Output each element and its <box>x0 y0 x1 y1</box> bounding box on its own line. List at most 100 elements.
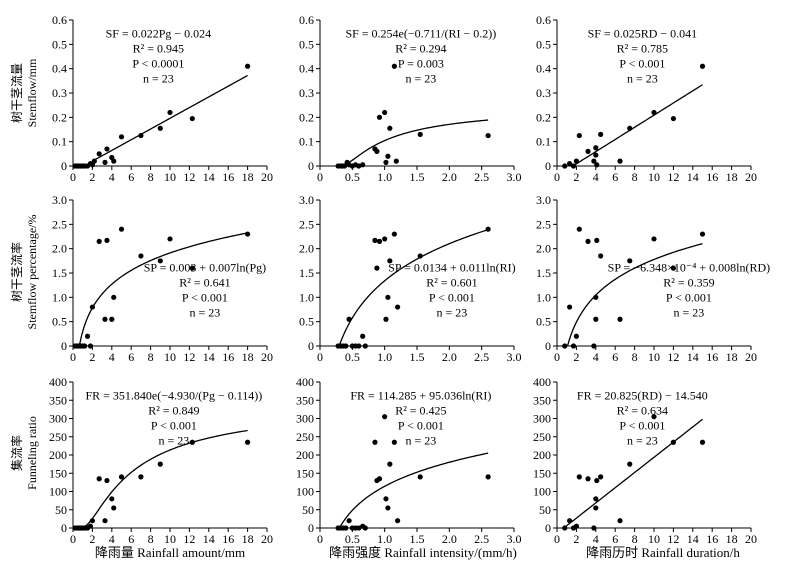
chart-0-0-point <box>157 125 163 131</box>
chart-2-1-point <box>362 525 368 531</box>
chart-1-2-x-tick-label: 16 <box>706 350 718 364</box>
chart-0-2-point <box>576 132 582 139</box>
chart-0-2-y-tick-label: 0.5 <box>536 37 551 51</box>
row-ylabel-1-en: Stemflow percentage/% <box>25 215 39 330</box>
chart-0-2-annotation-r2: R² = 0.785 <box>617 42 668 56</box>
chart-2-0-y-tick-label: 350 <box>49 393 67 407</box>
chart-1-2-point <box>591 343 597 349</box>
chart-0-0-x-tick-label: 6 <box>128 170 134 184</box>
chart-0-0-y-tick-label: 0 <box>61 159 67 173</box>
row-ylabel-2-en: Funneling ratio <box>25 416 39 490</box>
chart-0-1-fit-line <box>343 119 489 166</box>
chart-0-1-point <box>382 109 388 116</box>
chart-0-2-x-tick-label: 6 <box>612 170 618 184</box>
chart-0-2-x-tick-label: 14 <box>687 170 699 184</box>
chart-1-2-point <box>570 343 577 349</box>
chart-2-1-point <box>385 505 391 511</box>
chart-1-2-y-tick-label: 1.0 <box>536 290 551 304</box>
chart-2-0-annotation-n: n = 23 <box>158 434 189 448</box>
chart-2-2-y-tick-label: 0 <box>545 521 551 535</box>
chart-0-0-annotation-r2: R² = 0.945 <box>133 42 184 56</box>
chart-0-0-x-tick-label: 18 <box>242 170 254 184</box>
chart-0-1-annotation-p: P = 0.003 <box>398 57 444 71</box>
chart-1-0-point <box>118 226 125 232</box>
chart-1-2-point <box>562 343 568 349</box>
chart-0-0-point <box>111 158 117 164</box>
chart-2-2-point <box>591 525 597 531</box>
chart-0-0-point <box>245 63 251 69</box>
chart-2-1-point <box>376 476 383 482</box>
chart-2-2-annotation-equation: FR = 20.825(RD) − 14.540 <box>577 389 708 403</box>
chart-1-1-point <box>391 231 397 237</box>
chart-0-0-fit-line <box>92 74 248 162</box>
chart-1-2-x-tick-label: 14 <box>687 350 699 364</box>
chart-1-0-point <box>87 343 94 349</box>
chart-2-0-x-tick-label: 18 <box>242 532 254 546</box>
chart-0-0-point <box>96 151 102 157</box>
chart-1-0-point <box>96 238 102 244</box>
chart-1-2-x-tick-label: 0 <box>554 350 560 364</box>
chart-2-1-point <box>387 461 393 467</box>
chart-2-2-y-tick-label: 300 <box>533 412 551 426</box>
chart-2-0-x-tick-label: 14 <box>203 532 215 546</box>
chart-2-2: 0 2 4 6 8 10 12 14 16 18 2005010015020025030035040… <box>533 375 757 546</box>
chart-0-1-point <box>385 153 391 159</box>
chart-2-1-point <box>383 496 389 502</box>
chart-2-1-annotation-equation: FR = 114.285 + 95.036ln(RI) <box>350 389 491 403</box>
chart-2-2-annotation-r2: R² = 0.634 <box>617 404 668 418</box>
chart-0-2-y-tick-label: 0.1 <box>536 135 551 149</box>
chart-0-2-point <box>651 109 657 116</box>
chart-2-0-point <box>189 439 195 445</box>
chart-2-0-x-tick-label: 6 <box>128 532 134 546</box>
chart-2-2-x-tick-label: 10 <box>648 532 660 546</box>
chart-2-2-x-tick-label: 6 <box>612 532 618 546</box>
chart-0-0-y-tick-label: 0.6 <box>52 13 67 27</box>
row-ylabel-1-zh: 树干茎流率 <box>9 242 24 302</box>
chart-2-1-y-tick-label: 50 <box>302 503 314 517</box>
chart-0-0-x-tick-label: 4 <box>109 170 115 184</box>
chart-0-2-x-tick-label: 4 <box>593 170 599 184</box>
chart-0-2-point <box>573 158 580 164</box>
chart-0-2-annotation-p: P < 0.001 <box>619 57 665 71</box>
chart-0-2-fit-line <box>572 84 703 167</box>
chart-0-1-y-tick-label: 0 <box>308 159 314 173</box>
chart-0-1-annotation-r2: R² = 0.294 <box>395 42 446 56</box>
chart-2-0-point <box>89 518 95 524</box>
chart-0-1-point <box>387 125 393 131</box>
chart-1-2-annotation-equation: SP = −6.348×10⁻⁴ + 0.008ln(RD) <box>608 261 771 275</box>
chart-1-1-point <box>362 343 368 349</box>
chart-0-1-point <box>374 148 380 154</box>
chart-2-2-x-tick-label: 2 <box>573 532 579 546</box>
chart-0-2-point <box>593 145 599 151</box>
chart-2-1-point <box>372 439 378 445</box>
chart-0-1-annotation-n: n = 23 <box>405 72 436 86</box>
chart-0-1-point <box>360 162 366 168</box>
chart-0-2-y-tick-label: 0.2 <box>536 110 551 124</box>
chart-2-0-y-tick-label: 250 <box>49 430 67 444</box>
chart-2-2-point <box>562 525 568 531</box>
chart-2-2-x-tick-label: 16 <box>706 532 718 546</box>
chart-2-0: 0 2 4 6 8 10 12 14 16 18 2005010015020025030035040… <box>49 375 273 546</box>
chart-2-1-y-tick-label: 400 <box>296 375 314 389</box>
chart-1-1-x-tick-label: 2.0 <box>442 350 457 364</box>
chart-1-0-x-tick-label: 0 <box>70 350 76 364</box>
chart-0-0-point <box>167 109 173 116</box>
chart-1-1-point <box>343 343 349 349</box>
chart-1-2-y-tick-label: 3.0 <box>536 193 551 207</box>
chart-0-1-point <box>376 114 383 120</box>
chart-2-2-x-tick-label: 0 <box>554 532 560 546</box>
chart-2-0-y-tick-label: 50 <box>55 503 67 517</box>
chart-1-2-point <box>617 316 623 322</box>
chart-2-0-x-tick-label: 4 <box>109 532 115 546</box>
chart-2-0-point <box>96 476 102 482</box>
chart-0-1-annotation-equation: SF = 0.254e(−0.711/(RI − 0.2)) <box>345 27 496 41</box>
col-xlabel-0: 降雨量 Rainfall amount/mm <box>95 545 245 560</box>
chart-0-1-point <box>341 163 348 169</box>
chart-1-1-annotation-equation: SP = 0.0134 + 0.011ln(RI) <box>388 261 515 275</box>
chart-0-2-point <box>593 152 599 158</box>
chart-2-0-x-tick-label: 12 <box>183 532 195 546</box>
chart-2-2-point <box>593 505 599 511</box>
chart-1-2-fit-line <box>567 243 703 346</box>
chart-0-1-point <box>417 131 423 137</box>
chart-0-0-point <box>138 132 144 139</box>
